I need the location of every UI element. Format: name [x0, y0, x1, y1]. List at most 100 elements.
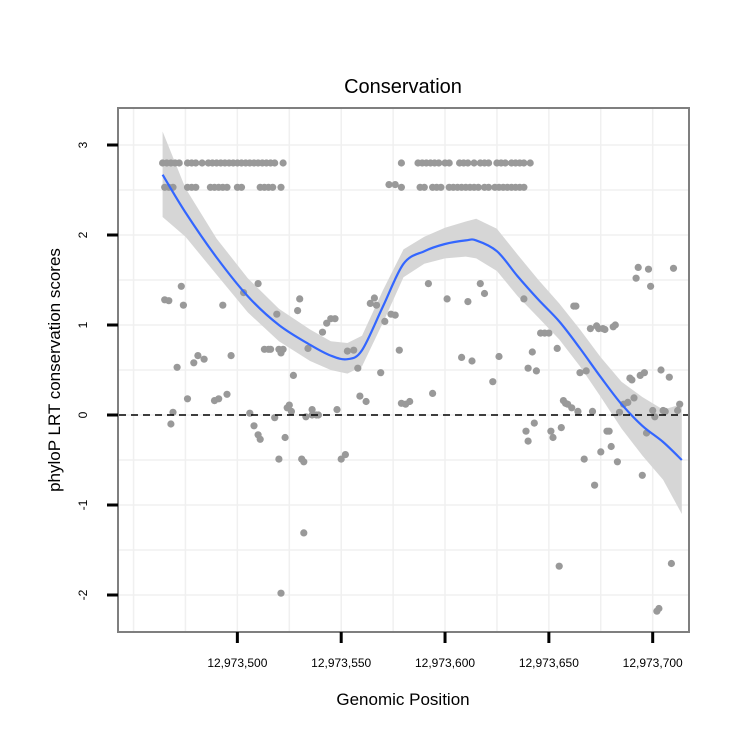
data-point	[167, 420, 175, 428]
data-point	[192, 159, 200, 167]
data-point	[237, 183, 246, 191]
data-point	[468, 357, 476, 365]
data-point	[169, 408, 177, 416]
y-axis-title: phyloP LRT conservation scores	[45, 248, 64, 492]
data-point	[277, 183, 285, 191]
data-point	[377, 369, 385, 377]
loess-smooth-line	[161, 174, 683, 461]
data-point	[194, 352, 202, 360]
data-point	[183, 395, 192, 403]
data-point	[605, 427, 613, 435]
data-point	[665, 373, 673, 381]
x-tick-label: 12,973,500	[207, 656, 267, 670]
data-point	[287, 407, 295, 415]
data-point	[676, 400, 684, 408]
data-point	[458, 353, 466, 361]
data-point	[634, 263, 642, 271]
data-point	[485, 159, 493, 167]
data-point	[638, 471, 646, 479]
x-tick-label: 12,973,650	[519, 656, 579, 670]
data-point	[391, 311, 399, 319]
data-point	[632, 274, 640, 282]
data-point	[227, 352, 235, 360]
data-point	[657, 366, 665, 374]
data-point	[269, 183, 277, 191]
data-point	[223, 390, 231, 398]
data-point	[555, 562, 563, 570]
data-point	[362, 397, 370, 406]
data-point	[520, 183, 528, 191]
data-point	[568, 404, 576, 412]
data-point	[580, 455, 588, 463]
x-axis-title: Genomic Position	[336, 690, 469, 709]
data-point	[435, 159, 443, 167]
data-point	[553, 344, 561, 352]
data-point	[308, 406, 316, 414]
data-point	[275, 455, 283, 463]
x-axis: 12,973,500 12,973,550 12,973,600 12,973,650…	[207, 632, 683, 670]
grid-lines	[119, 109, 688, 631]
data-point	[588, 407, 597, 415]
data-point	[279, 345, 287, 353]
data-point	[165, 297, 173, 305]
data-point	[179, 301, 187, 309]
data-point	[372, 301, 381, 309]
data-point	[370, 294, 378, 302]
data-point	[576, 369, 584, 377]
data-point	[667, 559, 676, 568]
data-point	[485, 183, 493, 191]
data-point	[391, 181, 399, 189]
data-point	[397, 183, 405, 191]
data-point	[341, 451, 349, 459]
data-point	[591, 481, 599, 489]
data-point	[445, 159, 453, 167]
plot-panel-border	[117, 107, 690, 633]
data-point	[250, 422, 258, 430]
data-point	[300, 458, 308, 466]
data-point	[356, 392, 364, 400]
data-point	[528, 348, 536, 356]
data-point	[175, 159, 183, 167]
data-point	[549, 433, 557, 442]
data-point	[520, 159, 528, 167]
x-tick-label: 12,973,550	[311, 656, 371, 670]
confidence-band	[162, 131, 682, 514]
data-point	[661, 407, 669, 415]
data-point	[640, 369, 649, 377]
data-point	[424, 280, 432, 288]
data-point	[501, 159, 509, 167]
y-tick-label: 2	[76, 231, 90, 238]
data-point	[296, 295, 304, 303]
data-point	[443, 295, 451, 303]
data-point	[464, 159, 472, 167]
data-point	[628, 376, 636, 384]
data-point	[223, 183, 231, 191]
data-point	[366, 299, 374, 307]
x-tick-label: 12,973,600	[415, 656, 475, 670]
data-point	[267, 345, 275, 353]
data-point	[649, 406, 657, 415]
x-tick-label: 12,973,700	[623, 656, 683, 670]
data-point	[333, 406, 341, 414]
data-point	[271, 414, 279, 422]
y-tick-label: -2	[76, 589, 90, 600]
data-point	[304, 344, 312, 352]
data-point	[314, 411, 322, 419]
data-point	[495, 352, 503, 361]
data-point	[655, 604, 663, 613]
data-point	[397, 159, 405, 167]
data-point	[281, 433, 289, 442]
data-point	[547, 427, 555, 435]
data-point	[406, 397, 414, 406]
data-point	[277, 589, 285, 597]
data-point	[524, 364, 532, 372]
data-point	[271, 159, 279, 167]
data-point	[177, 282, 185, 290]
data-point	[574, 407, 582, 415]
data-point	[607, 442, 615, 451]
data-point	[572, 302, 580, 310]
data-point	[557, 424, 565, 432]
data-point	[613, 458, 622, 466]
data-point	[474, 183, 482, 191]
y-axis: -2 -1 0 1 2 3	[76, 141, 118, 600]
